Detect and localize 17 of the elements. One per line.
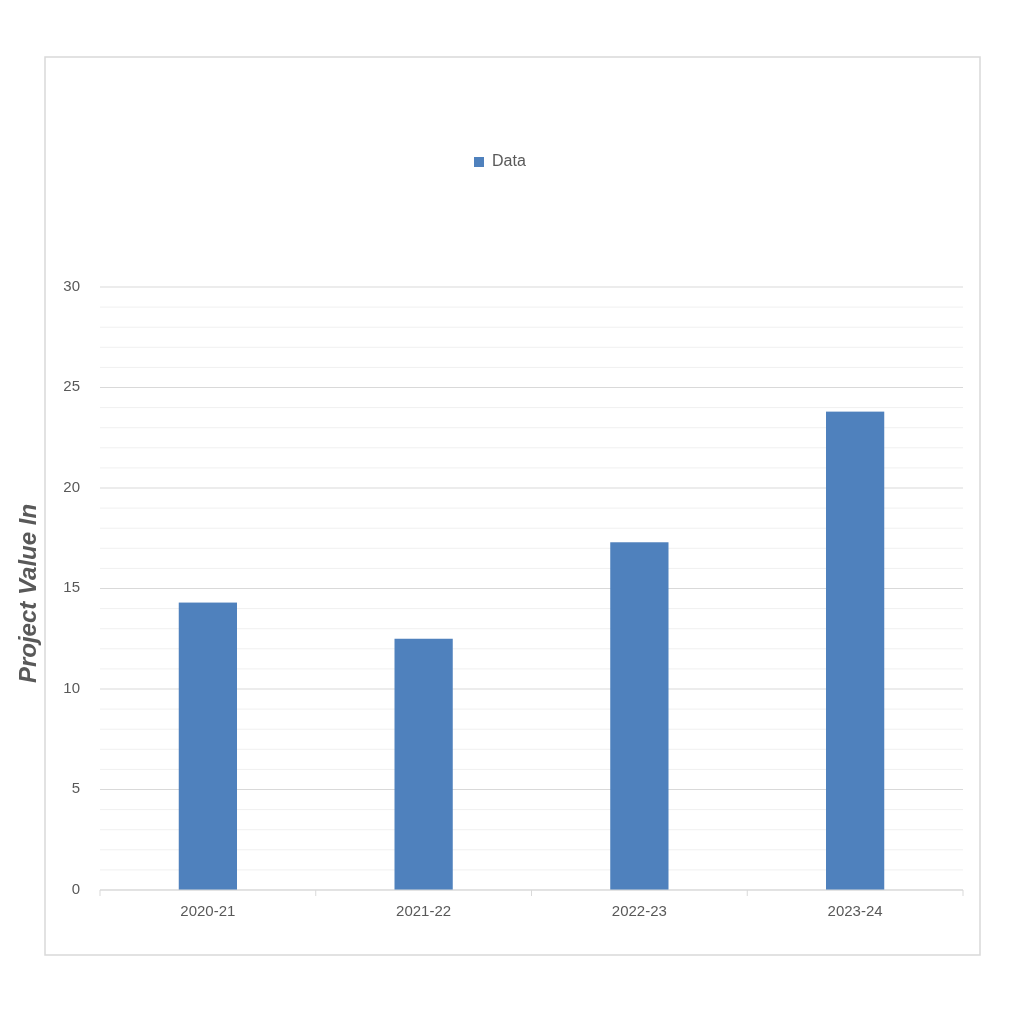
legend-label: Data xyxy=(492,152,526,170)
y-tick-label: 10 xyxy=(63,678,80,696)
y-tick-label: 15 xyxy=(63,578,80,596)
bar xyxy=(394,638,453,890)
y-tick-label: 0 xyxy=(71,879,80,897)
y-tick-label: 25 xyxy=(63,377,80,395)
y-tick-label: 20 xyxy=(63,477,80,495)
x-tick-label: 2021-22 xyxy=(396,902,452,919)
bar xyxy=(178,602,237,890)
x-tick-label: 2022-23 xyxy=(611,902,667,919)
y-axis-title: Project Value In xyxy=(14,503,41,684)
y-tick-label: 5 xyxy=(71,779,80,797)
x-tick-label: 2020-21 xyxy=(180,902,236,919)
bar xyxy=(610,542,669,890)
bar xyxy=(826,411,885,890)
y-tick-label: 30 xyxy=(63,276,80,294)
x-tick-label: 2023-24 xyxy=(827,902,883,919)
